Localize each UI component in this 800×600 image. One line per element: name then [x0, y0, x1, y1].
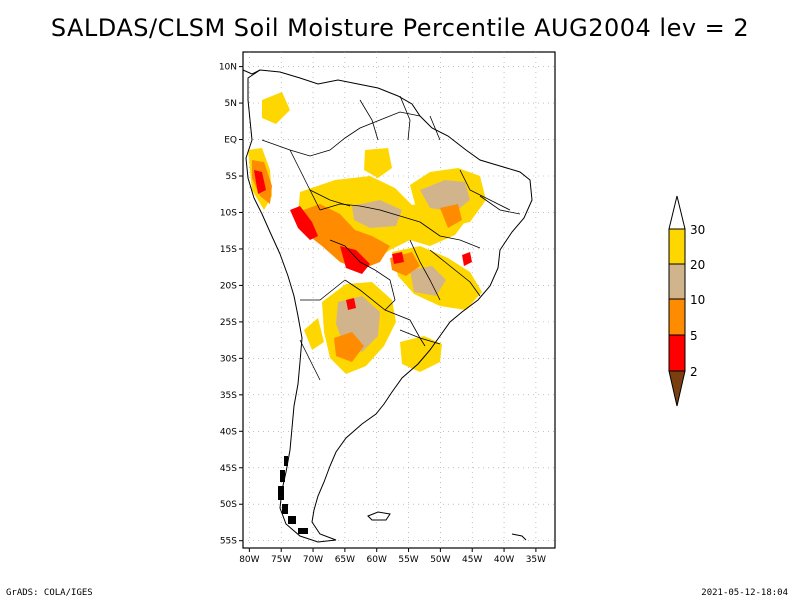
lon-tick-label: 40W	[494, 555, 514, 565]
colorbar-20-30	[668, 228, 686, 265]
falklands	[367, 511, 391, 521]
patch-northeast-orange	[440, 204, 462, 228]
lon-tick-label: 80W	[239, 555, 259, 565]
patch-colombia-yellow	[262, 92, 290, 124]
colorbar: 30 20 10 5 2	[668, 195, 705, 407]
lat-tick-label: EQ	[224, 136, 237, 146]
colorbar-bottom-triangle	[668, 370, 686, 407]
colorbar-5-10	[668, 298, 686, 336]
patch-northeast-tan	[420, 180, 470, 212]
patch-central-red	[392, 252, 404, 264]
lat-tick-label: 40S	[220, 427, 237, 437]
patch-amazon-orange	[298, 204, 390, 270]
lat-tick-labels: 10N 5N EQ 5S 10S 15S 20S 25S 30S 35S 40S 45S 50S 55S	[219, 63, 243, 547]
colorbar-label-20: 20	[690, 258, 705, 272]
colorbar-label-5: 5	[690, 329, 698, 343]
lat-tick-label: 20S	[220, 281, 237, 291]
colorbar-label-2: 2	[690, 365, 698, 379]
lat-tick-label: 50S	[220, 500, 237, 510]
patch-southeast-yellow	[400, 336, 442, 372]
lat-tick-label: 55S	[220, 537, 237, 547]
lat-tick-label: 5N	[225, 99, 237, 109]
lat-tick-label: 45S	[220, 464, 237, 474]
lon-tick-label: 60W	[367, 555, 387, 565]
colorbar-label-30: 30	[690, 223, 705, 237]
patch-central-tan	[410, 266, 446, 296]
patch-north-yellow	[364, 148, 392, 178]
lat-tick-label: 10N	[219, 63, 237, 73]
lon-tick-label: 45W	[462, 555, 482, 565]
colorbar-top-triangle	[668, 195, 686, 230]
patch-east-red	[462, 252, 472, 266]
south-america-coast	[245, 69, 533, 543]
country-borders	[261, 95, 521, 381]
chile-islands	[278, 456, 308, 534]
lat-tick-label: 35S	[220, 391, 237, 401]
grid-lines	[243, 52, 555, 548]
lat-tick-label: 25S	[220, 318, 237, 328]
coastline	[242, 69, 533, 543]
lat-tick-label: 30S	[220, 354, 237, 364]
lon-tick-label: 50W	[430, 555, 450, 565]
plot-title: SALDAS/CLSM Soil Moisture Percentile AUG…	[50, 14, 750, 42]
footer-credit: GrADS: COLA/IGES	[6, 588, 93, 598]
lat-tick-label: 15S	[220, 245, 237, 255]
lon-tick-label: 55W	[398, 555, 418, 565]
patch-south-orange	[334, 332, 364, 362]
footer-timestamp: 2021-05-12-18:04	[701, 588, 788, 598]
lat-tick-label: 5S	[226, 172, 238, 182]
colorbar-label-10: 10	[690, 293, 705, 307]
central-america-coast	[242, 69, 261, 75]
percentile-patches	[248, 92, 486, 374]
lon-tick-label: 75W	[271, 555, 291, 565]
south-georgia	[511, 533, 527, 541]
patch-south-red	[346, 298, 356, 310]
patch-chaco-yellow	[304, 318, 324, 350]
patch-amazon-red	[290, 206, 318, 240]
map-frame	[242, 51, 556, 549]
lon-tick-label: 70W	[303, 555, 323, 565]
patch-bolivia-red	[340, 246, 370, 274]
colorbar-10-20	[668, 263, 686, 300]
lon-tick-labels: 80W 75W 70W 65W 60W 55W 50W 45W 40W 35W	[239, 548, 546, 565]
patch-peru-red	[254, 170, 266, 194]
colorbar-2-5	[668, 334, 686, 372]
lat-tick-label: 10S	[220, 208, 237, 218]
lon-tick-label: 65W	[335, 555, 355, 565]
lon-tick-label: 35W	[526, 555, 546, 565]
